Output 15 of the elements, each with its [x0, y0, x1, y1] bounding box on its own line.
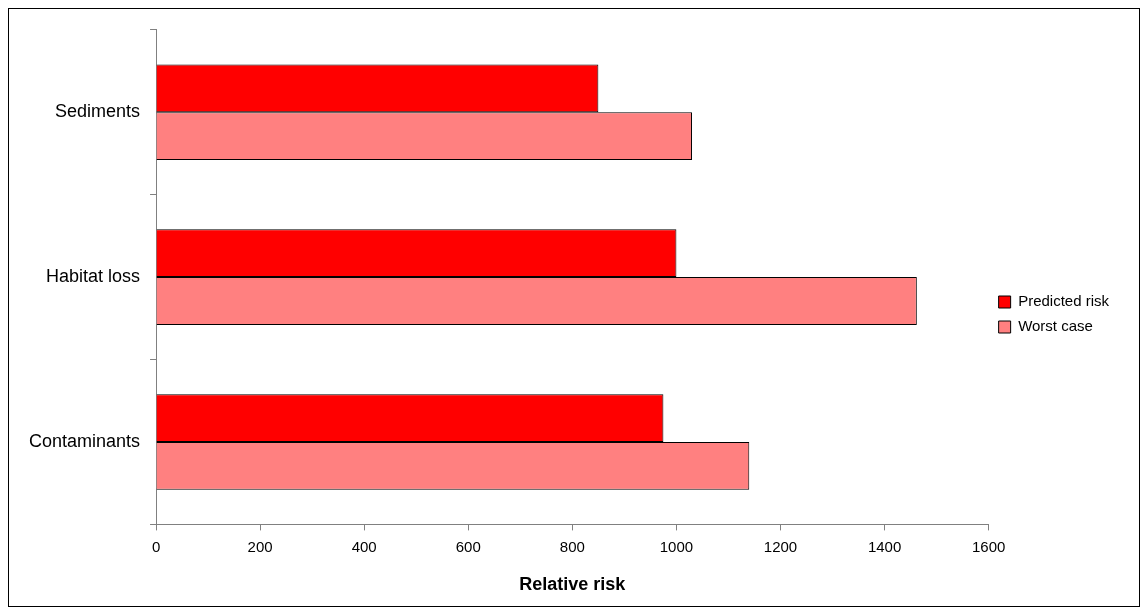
- legend-label: Worst case: [1018, 317, 1093, 335]
- legend-label: Predicted risk: [1018, 292, 1110, 310]
- y-tick-label: Contaminants: [29, 430, 141, 451]
- x-tick-label: 800: [559, 537, 585, 555]
- y-tick-label: Habitat loss: [46, 266, 141, 287]
- x-axis-title: Relative risk: [519, 574, 627, 595]
- x-tick-label: 1000: [659, 537, 694, 555]
- y-tick-label: Sediments: [55, 101, 141, 122]
- x-tick-label: 0: [151, 537, 161, 555]
- x-tick-label: 200: [247, 537, 273, 555]
- x-tick-label: 1200: [763, 537, 798, 555]
- x-tick-label: 600: [455, 537, 481, 555]
- x-tick-label: 1400: [867, 537, 902, 555]
- x-tick-label: 400: [351, 537, 377, 555]
- x-tick-label: 1600: [971, 537, 1006, 555]
